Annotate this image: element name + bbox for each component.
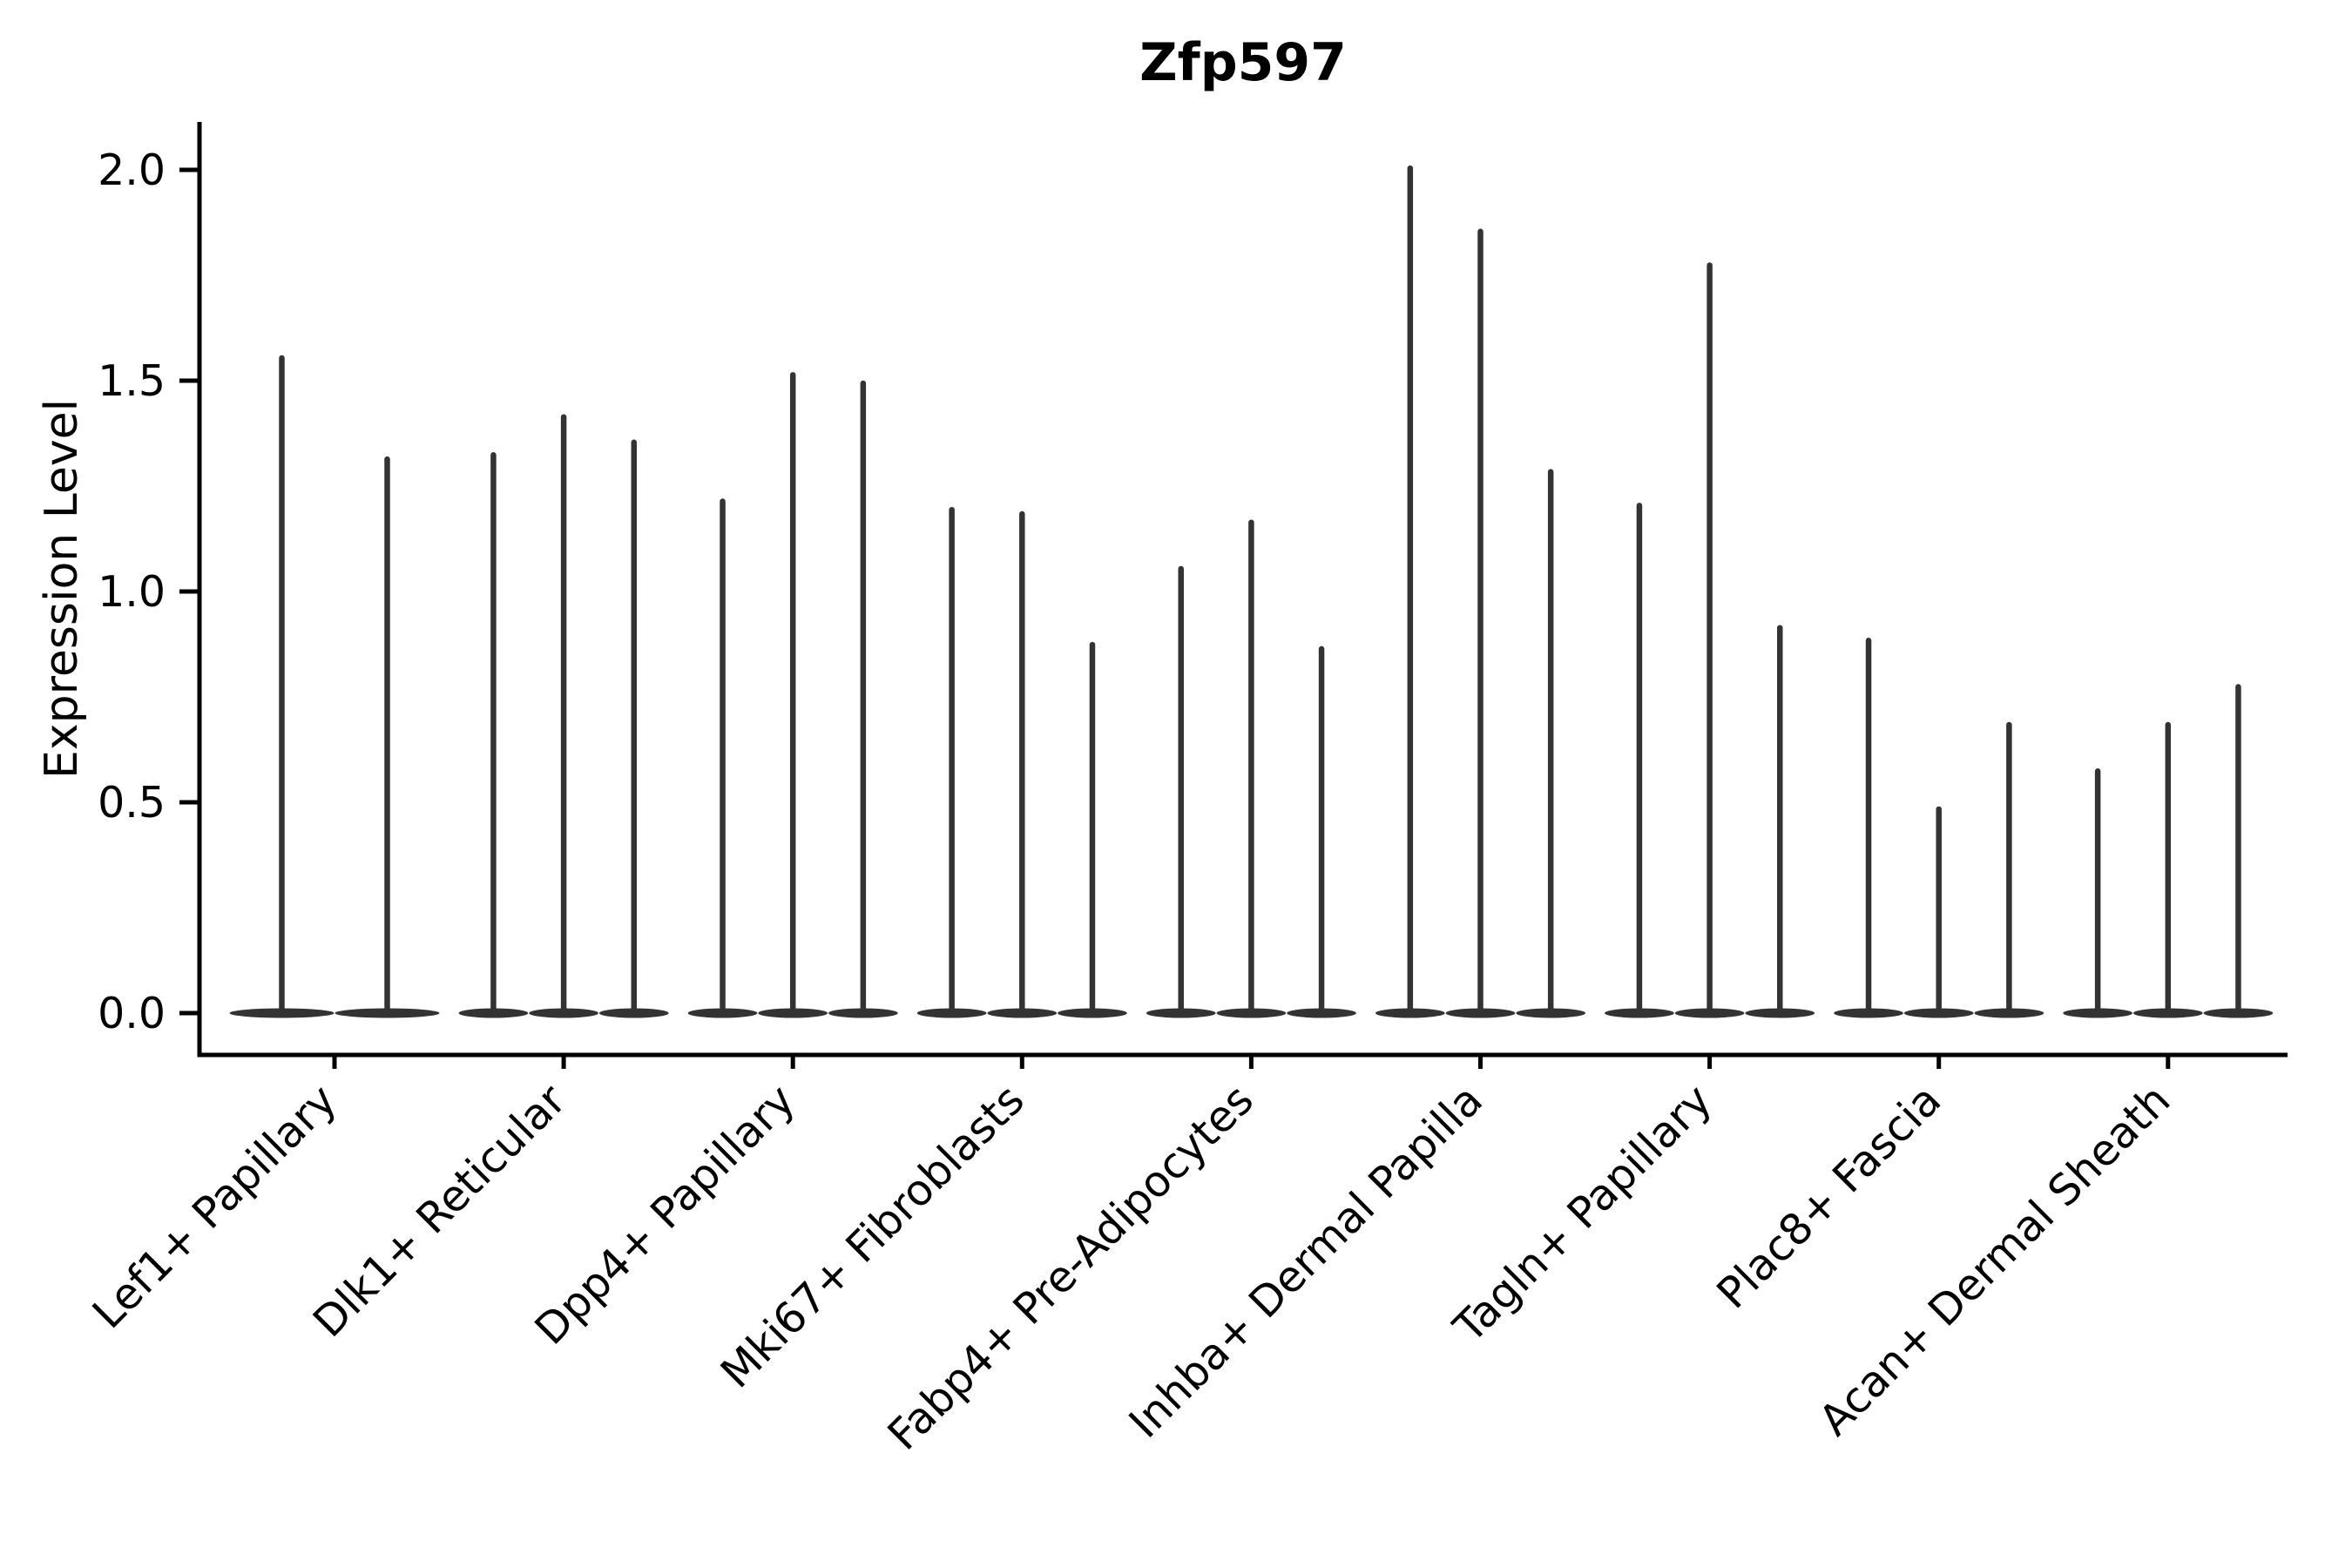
y-tick-label: 1.5: [98, 356, 166, 406]
violin-group: [458, 414, 669, 1018]
violin-group: [916, 506, 1127, 1018]
y-tick-label: 2.0: [98, 145, 166, 195]
violin-group: [1375, 165, 1585, 1018]
x-tick-label: Dlk1+ Reticular: [304, 1075, 577, 1348]
violin-group: [1834, 637, 2044, 1018]
y-tick-label: 0.5: [98, 778, 166, 828]
violin-group: [1605, 262, 1815, 1018]
violin-group: [1146, 519, 1356, 1018]
x-tick-label: Fabp4+ Pre-Adipocytes: [878, 1075, 1263, 1460]
y-tick-label: 0.0: [98, 989, 166, 1038]
chart-title: Zfp597: [1139, 32, 1347, 93]
violin-group: [687, 372, 898, 1018]
violin-group: [2063, 684, 2274, 1018]
violin-group: [229, 355, 440, 1018]
y-axis-label: Expression Level: [36, 399, 88, 779]
x-tick-label: Lef1+ Papillary: [83, 1075, 346, 1338]
y-tick-label: 1.0: [98, 567, 166, 617]
x-tick-label: Plac8+ Fascia: [1707, 1075, 1950, 1318]
